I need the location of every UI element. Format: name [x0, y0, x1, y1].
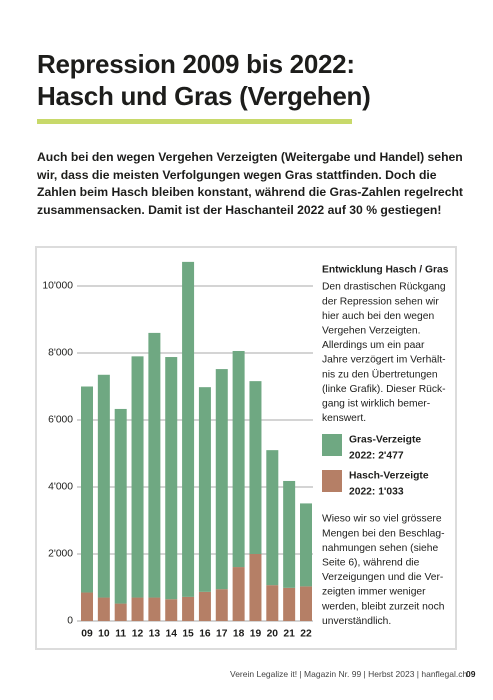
- sidebar-line: kenswert.: [322, 413, 366, 424]
- sidebar-line: Jahre verzögert im Verhält-: [322, 355, 446, 366]
- legend-swatch: [322, 470, 342, 492]
- sidebar-line: unverständlich.: [322, 616, 391, 627]
- x-tick-label: 16: [199, 629, 211, 640]
- bar-segment: [266, 450, 278, 585]
- bar-segment: [132, 356, 144, 597]
- bar-segment: [233, 351, 245, 567]
- sidebar-line: Verzeigungen und die Ver-: [322, 572, 443, 583]
- legend-value: 2022: 1'033: [349, 487, 404, 498]
- sidebar-line: Den drastischen Rückgang: [322, 282, 446, 293]
- bar-segment: [98, 598, 110, 621]
- y-tick-label: 8'000: [48, 348, 73, 359]
- bar-segment: [182, 597, 194, 621]
- sidebar-line: nis zu den Übertretungen: [322, 368, 438, 380]
- bar-segment: [199, 592, 211, 621]
- bar-segment: [132, 598, 144, 621]
- bar-segment: [283, 588, 295, 621]
- bar-segment: [115, 604, 127, 621]
- footer: Verein Legalize it! | Magazin Nr. 99 | H…: [230, 669, 467, 679]
- bar-segment: [300, 503, 312, 586]
- y-tick-label: 6'000: [48, 415, 73, 426]
- title: Repression 2009 bis 2022:Hasch und Gras …: [37, 48, 370, 112]
- sidebar-line: Mengen bei den Beschlag-: [322, 528, 445, 539]
- bar-segment: [249, 381, 261, 554]
- x-tick-label: 19: [250, 629, 262, 640]
- sidebar-line: nahmungen sehen (siehe: [322, 543, 438, 554]
- bar-segment: [233, 567, 245, 621]
- x-tick-label: 09: [81, 629, 93, 640]
- legend-label: Hasch-Verzeigte: [349, 471, 429, 482]
- x-tick-label: 22: [300, 629, 312, 640]
- bar-segment: [216, 589, 228, 621]
- legend-value: 2022: 2'477: [349, 451, 404, 462]
- title-line: Repression 2009 bis 2022:: [37, 48, 370, 80]
- y-tick-label: 10'000: [42, 281, 73, 292]
- x-tick-label: 10: [98, 629, 110, 640]
- bar-segment: [98, 375, 110, 598]
- y-tick-label: 0: [67, 616, 73, 627]
- x-tick-label: 15: [182, 629, 194, 640]
- sidebar-line: gang ist wirklich bemer-: [322, 399, 430, 410]
- bar-segment: [148, 598, 160, 621]
- bar-segment: [81, 593, 93, 621]
- bar-segment: [283, 481, 295, 588]
- intro-line: wir, dass die meisten Verfolgungen wegen…: [37, 167, 463, 185]
- y-tick-label: 4'000: [48, 482, 73, 493]
- x-tick-label: 11: [115, 629, 126, 640]
- sidebar-line: Wieso wir so viel grössere: [322, 514, 442, 525]
- x-tick-label: 12: [132, 629, 144, 640]
- intro-line: zusammensacken. Damit ist der Haschantei…: [37, 202, 463, 220]
- legend-label: Gras-Verzeigte: [349, 435, 421, 446]
- intro: Auch bei den wegen Vergehen Verzeigten (…: [37, 149, 463, 219]
- intro-line: Auch bei den wegen Vergehen Verzeigten (…: [37, 149, 463, 167]
- bar-segment: [266, 585, 278, 621]
- bar-segment: [216, 369, 228, 589]
- sidebar-line: (linke Grafik). Dieser Rück-: [322, 384, 446, 395]
- title-line: Hasch und Gras (Vergehen): [37, 80, 370, 112]
- sidebar-line: zeigten immer weniger: [322, 587, 426, 598]
- sidebar-line: Allerdings um ein paar: [322, 340, 425, 351]
- sidebar-line: werden, bleibt zurzeit noch: [321, 601, 445, 612]
- sidebar-line: Seite 6), während die: [322, 558, 420, 569]
- page-number: 09: [466, 669, 475, 679]
- bar-segment: [182, 262, 194, 597]
- sidebar-title: Entwicklung Hasch / Gras: [322, 265, 449, 276]
- chart: 0 2'000 4'000 6'000 8'000 10'000 09 10 11 12 13 14 1…: [37, 248, 455, 648]
- legend-swatch: [322, 434, 342, 456]
- sidebar-line: hier auch bei den wegen: [322, 311, 434, 322]
- x-tick-label: 14: [165, 629, 177, 640]
- sidebar-line: der Repression sehen wir: [322, 296, 439, 307]
- x-tick-label: 17: [216, 629, 228, 640]
- title-rule: [37, 119, 352, 124]
- intro-line: Zahlen beim Hasch bleiben konstant, währ…: [37, 184, 463, 202]
- bar-segment: [165, 599, 177, 621]
- sidebar-line: Vergehen Verzeigten.: [322, 326, 420, 337]
- bar-segment: [249, 554, 261, 621]
- x-tick-label: 20: [267, 629, 279, 640]
- y-tick-label: 2'000: [48, 549, 73, 560]
- bar-segment: [81, 387, 93, 593]
- x-tick-label: 21: [283, 629, 295, 640]
- bar-segment: [199, 387, 211, 592]
- bar-segment: [165, 357, 177, 599]
- x-tick-label: 18: [233, 629, 245, 640]
- bar-segment: [300, 586, 312, 621]
- bar-segment: [115, 409, 127, 604]
- bar-segment: [148, 333, 160, 598]
- chart-box: 0 2'000 4'000 6'000 8'000 10'000 09 10 11 12 13 14 1…: [35, 246, 457, 650]
- x-tick-label: 13: [149, 629, 161, 640]
